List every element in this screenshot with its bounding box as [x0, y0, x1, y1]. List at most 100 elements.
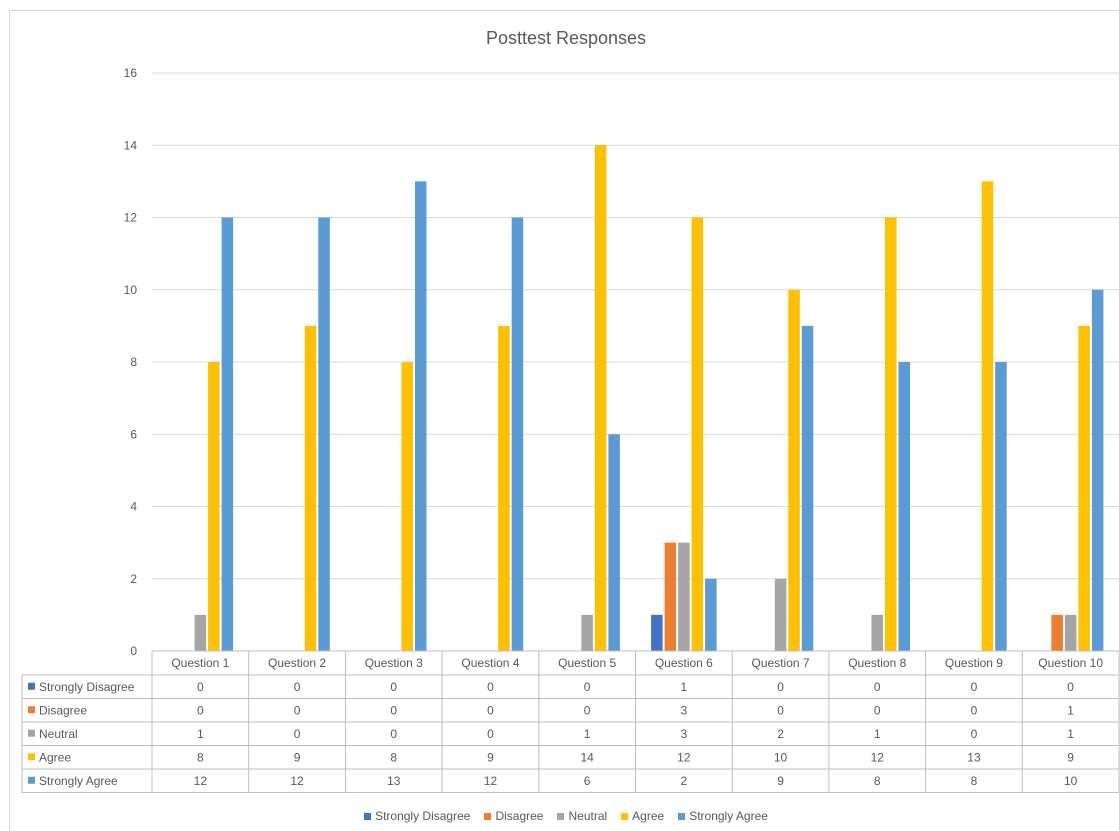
chart-frame [9, 10, 1119, 831]
y-tick-label: 14 [124, 138, 138, 152]
legend-swatch [621, 812, 629, 820]
data-table-value: 0 [874, 703, 881, 717]
y-tick-label: 8 [130, 355, 137, 369]
data-table-value: 8 [874, 774, 881, 788]
x-tick-label: Question 5 [558, 656, 616, 670]
data-table-value: 0 [1067, 680, 1074, 694]
x-tick-label: Question 4 [461, 656, 519, 670]
bar [871, 614, 883, 651]
data-table-value: 3 [681, 703, 688, 717]
table-legend-key [28, 682, 35, 690]
legend-swatch [364, 812, 372, 820]
data-table-value: 8 [390, 750, 397, 764]
bar [304, 325, 317, 651]
legend-label: Strongly Disagree [375, 809, 471, 823]
data-table-value: 0 [971, 703, 978, 717]
data-table-value: 8 [971, 774, 978, 788]
data-table-value: 0 [294, 703, 301, 717]
table-row-label: Agree [39, 750, 71, 764]
bar [221, 217, 234, 651]
data-table-value: 0 [197, 680, 204, 694]
data-table-value: 2 [681, 774, 688, 788]
data-table-value: 6 [584, 774, 591, 788]
table-legend-key [28, 729, 35, 737]
data-table-value: 9 [487, 750, 494, 764]
table-row-label: Strongly Agree [39, 774, 118, 788]
x-tick-label: Question 3 [365, 656, 423, 670]
bar [498, 325, 510, 651]
data-table-value: 9 [294, 750, 301, 764]
x-tick-label: Question 8 [848, 656, 906, 670]
data-table-value: 0 [777, 703, 784, 717]
legend-label: Neutral [568, 809, 608, 823]
x-tick-label: Question 10 [1038, 656, 1103, 670]
data-table-value: 1 [1067, 727, 1074, 741]
bar [788, 289, 800, 651]
data-table-value: 1 [1067, 703, 1074, 717]
legend-label: Disagree [495, 809, 544, 823]
data-table-value: 1 [681, 680, 688, 694]
table-legend-key [28, 706, 35, 714]
data-table-value: 0 [294, 680, 301, 694]
data-table-value: 1 [874, 727, 881, 741]
data-table-value: 0 [390, 703, 397, 717]
data-table-value: 10 [1064, 774, 1078, 788]
bar [401, 362, 413, 651]
bar [1064, 614, 1077, 651]
legend-item: Disagree [484, 809, 543, 823]
table-row-label: Disagree [39, 703, 87, 717]
data-table-value: 13 [387, 774, 401, 788]
bar [885, 217, 897, 651]
y-tick-label: 0 [130, 644, 137, 658]
table-legend-key [28, 776, 35, 784]
data-table-value: 1 [197, 727, 204, 741]
legend-item: Neutral [557, 809, 607, 823]
data-table-value: 0 [197, 703, 204, 717]
bar [995, 362, 1007, 651]
y-tick-label: 10 [124, 283, 138, 297]
bar [581, 614, 593, 651]
table-row-label: Strongly Disagree [39, 680, 135, 694]
legend: Strongly Disagree Disagree Neutral Agree Str… [0, 809, 1119, 823]
y-tick-label: 16 [124, 66, 138, 80]
chart-title: Posttest Responses [485, 28, 647, 48]
data-table-value: 2 [777, 727, 784, 741]
bar [691, 217, 704, 651]
data-table-value: 0 [971, 727, 978, 741]
bar [678, 542, 690, 651]
bar [1091, 289, 1104, 651]
x-tick-label: Question 6 [655, 656, 713, 670]
data-table-value: 9 [1067, 750, 1074, 764]
data-table-value: 0 [294, 727, 301, 741]
bar [208, 362, 220, 651]
data-table-value: 12 [484, 774, 498, 788]
bar [801, 325, 814, 651]
data-table-value: 0 [584, 680, 591, 694]
legend-swatch [557, 812, 565, 820]
bar [318, 217, 330, 651]
data-table-value: 0 [874, 680, 881, 694]
data-table-value: 13 [967, 750, 981, 764]
y-tick-label: 4 [130, 500, 137, 514]
bar [1051, 614, 1063, 651]
data-table-value: 12 [677, 750, 691, 764]
x-tick-label: Question 1 [171, 656, 229, 670]
bar [1078, 325, 1090, 651]
y-tick-label: 2 [130, 572, 137, 586]
data-table-value: 14 [580, 750, 594, 764]
legend-item: Strongly Agree [678, 809, 768, 823]
data-table-value: 0 [584, 703, 591, 717]
legend-item: Agree [621, 809, 664, 823]
data-table-value: 0 [390, 727, 397, 741]
y-tick-label: 12 [124, 211, 138, 225]
data-table-value: 12 [194, 774, 208, 788]
data-table-value: 8 [197, 750, 204, 764]
legend-label: Strongly Agree [689, 809, 768, 823]
data-table-value: 0 [777, 680, 784, 694]
table-legend-key [28, 753, 35, 761]
bar [511, 217, 524, 651]
data-table-value: 12 [871, 750, 885, 764]
data-table-value: 0 [390, 680, 397, 694]
table-row-label: Neutral [39, 727, 78, 741]
